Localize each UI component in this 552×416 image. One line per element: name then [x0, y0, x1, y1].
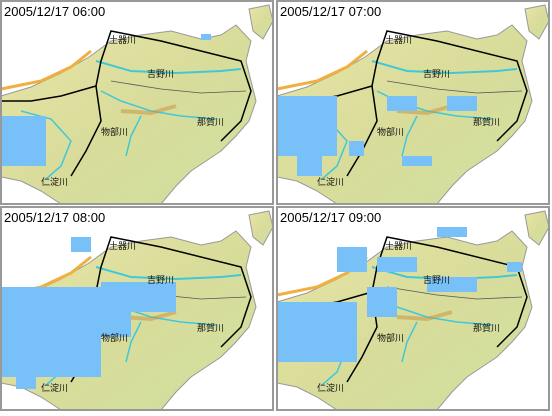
timestamp: 2005/12/17 06:00	[4, 4, 105, 19]
timestamp: 2005/12/17 08:00	[4, 210, 105, 225]
river-label: 那賀川	[473, 322, 500, 334]
precipitation	[1, 34, 211, 166]
river-label: 仁淀川	[41, 176, 68, 188]
river-label: 吉野川	[147, 275, 174, 286]
river-label: 那賀川	[197, 116, 224, 128]
river-label: 土器川	[109, 240, 136, 252]
river-label: 那賀川	[473, 116, 500, 128]
precipitation	[1, 237, 176, 389]
precipitation	[277, 96, 477, 176]
river-label: 土器川	[385, 240, 412, 252]
river-label: 物部川	[101, 126, 128, 138]
river-label: 仁淀川	[317, 382, 344, 394]
river-label: 土器川	[109, 34, 136, 46]
river-label: 吉野川	[423, 275, 450, 286]
river-label: 物部川	[377, 126, 404, 138]
timestamp: 2005/12/17 07:00	[280, 4, 381, 19]
river-label: 仁淀川	[317, 176, 344, 188]
river-label: 吉野川	[423, 69, 450, 80]
precipitation	[277, 227, 522, 362]
river-label: 吉野川	[147, 69, 174, 80]
timestamp: 2005/12/17 09:00	[280, 210, 381, 225]
river-label: 仁淀川	[41, 382, 68, 394]
river-label: 物部川	[377, 332, 404, 344]
river-label: 那賀川	[197, 322, 224, 334]
river-label: 物部川	[101, 332, 128, 344]
river-label: 土器川	[385, 34, 412, 46]
